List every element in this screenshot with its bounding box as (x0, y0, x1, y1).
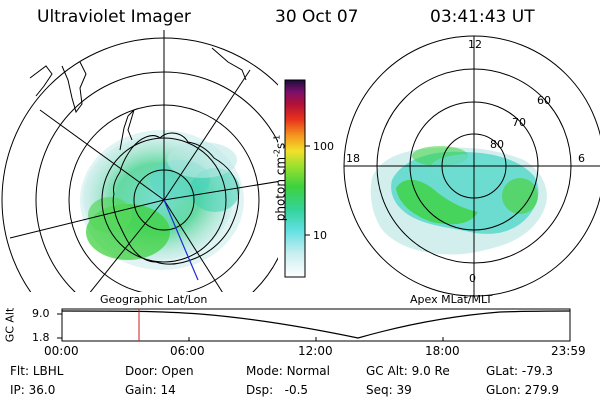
altitude-panel (57, 308, 571, 342)
right-aurora-emission (370, 146, 547, 255)
info-glon: GLon: 279.9 (486, 383, 559, 397)
altitude-ytick-1-8: 1.8 (32, 331, 50, 344)
time-tick-0600: 06:00 (170, 344, 205, 358)
time-tick-0000: 00:00 (44, 344, 79, 358)
colorbar-tick-100: 100 (313, 140, 334, 153)
time-tick-1200: 12:00 (298, 344, 333, 358)
colorbar-tick-10: 10 (313, 229, 327, 242)
mlt-axes (344, 36, 600, 296)
mlat-label-80: 80 (490, 138, 504, 151)
info-gcalt: GC Alt: 9.0 Re (366, 364, 450, 378)
time-label: 03:41:43 UT (430, 7, 535, 27)
mlt-label-0: 0 (469, 272, 476, 285)
date-label: 30 Oct 07 (275, 7, 359, 27)
info-dsp: Dsp: -0.5 (246, 383, 309, 397)
mlt-label-6: 6 (578, 152, 585, 165)
mlt-label-12: 12 (468, 38, 482, 51)
magnetic-map (343, 35, 600, 297)
info-ip: IP: 36.0 (10, 383, 56, 397)
mlt-label-18: 18 (346, 152, 360, 165)
magnetic-map-label: Apex MLat/MLT (410, 293, 493, 306)
info-door: Door: Open (125, 364, 194, 378)
colorbar (284, 79, 306, 278)
continent-outline (112, 132, 239, 265)
altitude-curve (61, 310, 571, 339)
info-mode: Mode: Normal (246, 364, 330, 378)
colorbar-ticks (305, 145, 310, 236)
longitude-meridians (9, 30, 278, 292)
local-meridian-line (163, 199, 199, 281)
time-tick-2359: 23:59 (551, 344, 586, 358)
info-seq: Seq: 39 (366, 383, 412, 397)
mlat-label-60: 60 (537, 94, 551, 107)
altitude-ylabel: GC Alt (3, 307, 17, 343)
altitude-ytick-9: 9.0 (32, 307, 50, 320)
colorbar-unit-label: photon cm-2s-1 (272, 134, 288, 222)
info-flt: Flt: LBHL (10, 364, 64, 378)
instrument-title: Ultraviolet Imager (37, 7, 191, 27)
info-glat: GLat: -79.3 (486, 364, 553, 378)
geographic-map (1, 30, 278, 292)
mlat-label-70: 70 (512, 116, 526, 129)
geographic-map-label: Geographic Lat/Lon (100, 293, 208, 306)
info-gain: Gain: 14 (125, 383, 176, 397)
time-tick-1800: 18:00 (425, 344, 460, 358)
